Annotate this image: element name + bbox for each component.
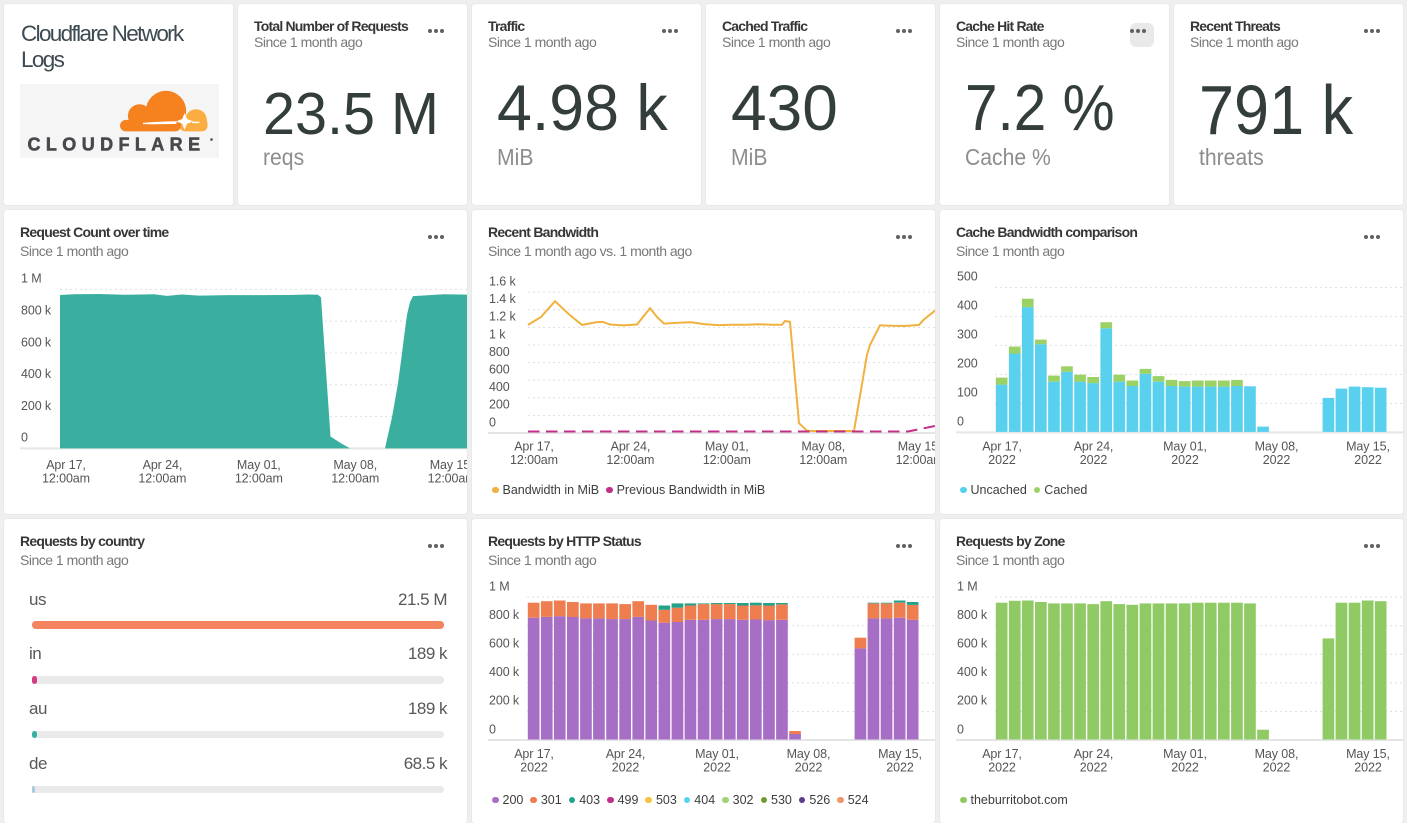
svg-text:2022: 2022: [1171, 453, 1199, 467]
svg-text:400 k: 400 k: [957, 665, 988, 679]
svg-text:May 08,: May 08,: [333, 458, 377, 472]
svg-text:200: 200: [489, 398, 510, 412]
svg-text:May 15,: May 15,: [1346, 440, 1390, 454]
svg-text:0: 0: [21, 431, 28, 445]
svg-text:Apr 17,: Apr 17,: [982, 440, 1022, 454]
svg-text:2022: 2022: [988, 761, 1016, 775]
svg-text:600 k: 600 k: [489, 637, 520, 651]
svg-text:0: 0: [957, 722, 964, 736]
svg-text:12:00am: 12:00am: [703, 453, 751, 467]
svg-text:200 k: 200 k: [489, 694, 520, 708]
svg-text:800 k: 800 k: [489, 608, 520, 622]
svg-text:Apr 24,: Apr 24,: [143, 458, 183, 472]
svg-text:12:00am: 12:00am: [235, 472, 283, 486]
svg-text:Apr 24,: Apr 24,: [1074, 440, 1114, 454]
svg-text:200: 200: [957, 357, 978, 371]
svg-text:Apr 24,: Apr 24,: [1074, 747, 1114, 761]
svg-text:0: 0: [489, 722, 496, 736]
svg-text:12:00am: 12:00am: [331, 472, 379, 486]
svg-text:Apr 17,: Apr 17,: [46, 458, 86, 472]
svg-text:2022: 2022: [886, 761, 914, 775]
svg-text:400 k: 400 k: [489, 665, 520, 679]
svg-text:400: 400: [489, 380, 510, 394]
svg-text:2022: 2022: [1263, 453, 1291, 467]
svg-text:1 M: 1 M: [21, 272, 42, 286]
svg-text:600: 600: [489, 363, 510, 377]
svg-text:2022: 2022: [1354, 761, 1382, 775]
svg-text:May 08,: May 08,: [1255, 440, 1299, 454]
svg-text:300: 300: [957, 328, 978, 342]
svg-text:12:00am: 12:00am: [799, 453, 847, 467]
svg-text:1 k: 1 k: [489, 327, 506, 341]
svg-text:12:00am: 12:00am: [510, 453, 558, 467]
svg-text:May 01,: May 01,: [1163, 440, 1207, 454]
svg-text:800 k: 800 k: [21, 304, 52, 318]
svg-text:2022: 2022: [988, 453, 1016, 467]
svg-text:May 08,: May 08,: [787, 747, 831, 761]
svg-text:200 k: 200 k: [21, 399, 52, 413]
svg-text:2022: 2022: [1171, 761, 1199, 775]
svg-text:Apr 17,: Apr 17,: [982, 747, 1022, 761]
svg-text:2022: 2022: [1354, 453, 1382, 467]
svg-text:Apr 17,: Apr 17,: [514, 747, 554, 761]
svg-text:May 15,: May 15,: [898, 440, 935, 454]
svg-text:600 k: 600 k: [957, 637, 988, 651]
svg-text:2022: 2022: [520, 761, 548, 775]
svg-text:2022: 2022: [795, 761, 823, 775]
svg-text:2022: 2022: [612, 761, 640, 775]
svg-text:May 08,: May 08,: [801, 440, 845, 454]
svg-text:800: 800: [489, 345, 510, 359]
svg-text:0: 0: [957, 415, 964, 429]
svg-text:12:00am: 12:00am: [138, 472, 186, 486]
svg-text:May 01,: May 01,: [705, 440, 749, 454]
svg-text:1 M: 1 M: [957, 579, 978, 593]
svg-text:Apr 17,: Apr 17,: [514, 440, 554, 454]
svg-text:100: 100: [957, 386, 978, 400]
svg-text:600 k: 600 k: [21, 335, 52, 349]
svg-text:12:00am: 12:00am: [428, 472, 467, 486]
svg-text:May 01,: May 01,: [695, 747, 739, 761]
svg-text:1 M: 1 M: [489, 579, 510, 593]
svg-text:2022: 2022: [1080, 453, 1108, 467]
svg-text:400 k: 400 k: [21, 367, 52, 381]
svg-text:400: 400: [957, 299, 978, 313]
svg-text:200 k: 200 k: [957, 694, 988, 708]
svg-text:12:00am: 12:00am: [42, 472, 90, 486]
svg-text:May 01,: May 01,: [1163, 747, 1207, 761]
svg-text:May 01,: May 01,: [237, 458, 281, 472]
svg-text:Apr 24,: Apr 24,: [611, 440, 651, 454]
svg-text:Apr 24,: Apr 24,: [606, 747, 646, 761]
svg-text:May 15,: May 15,: [1346, 747, 1390, 761]
svg-text:12:00am: 12:00am: [896, 453, 935, 467]
svg-text:May 08,: May 08,: [1255, 747, 1299, 761]
svg-text:1.4 k: 1.4 k: [489, 292, 516, 306]
svg-text:2022: 2022: [703, 761, 731, 775]
svg-text:May 15,: May 15,: [878, 747, 922, 761]
svg-text:1.2 k: 1.2 k: [489, 310, 516, 324]
svg-text:2022: 2022: [1080, 761, 1108, 775]
svg-text:500: 500: [957, 270, 978, 284]
svg-text:May 15,: May 15,: [430, 458, 467, 472]
svg-text:800 k: 800 k: [957, 608, 988, 622]
svg-text:0: 0: [489, 415, 496, 429]
svg-text:CLOUDFLARE: CLOUDFLARE: [28, 135, 206, 155]
svg-text:2022: 2022: [1263, 761, 1291, 775]
svg-text:1.6 k: 1.6 k: [489, 275, 516, 289]
svg-text:12:00am: 12:00am: [606, 453, 654, 467]
